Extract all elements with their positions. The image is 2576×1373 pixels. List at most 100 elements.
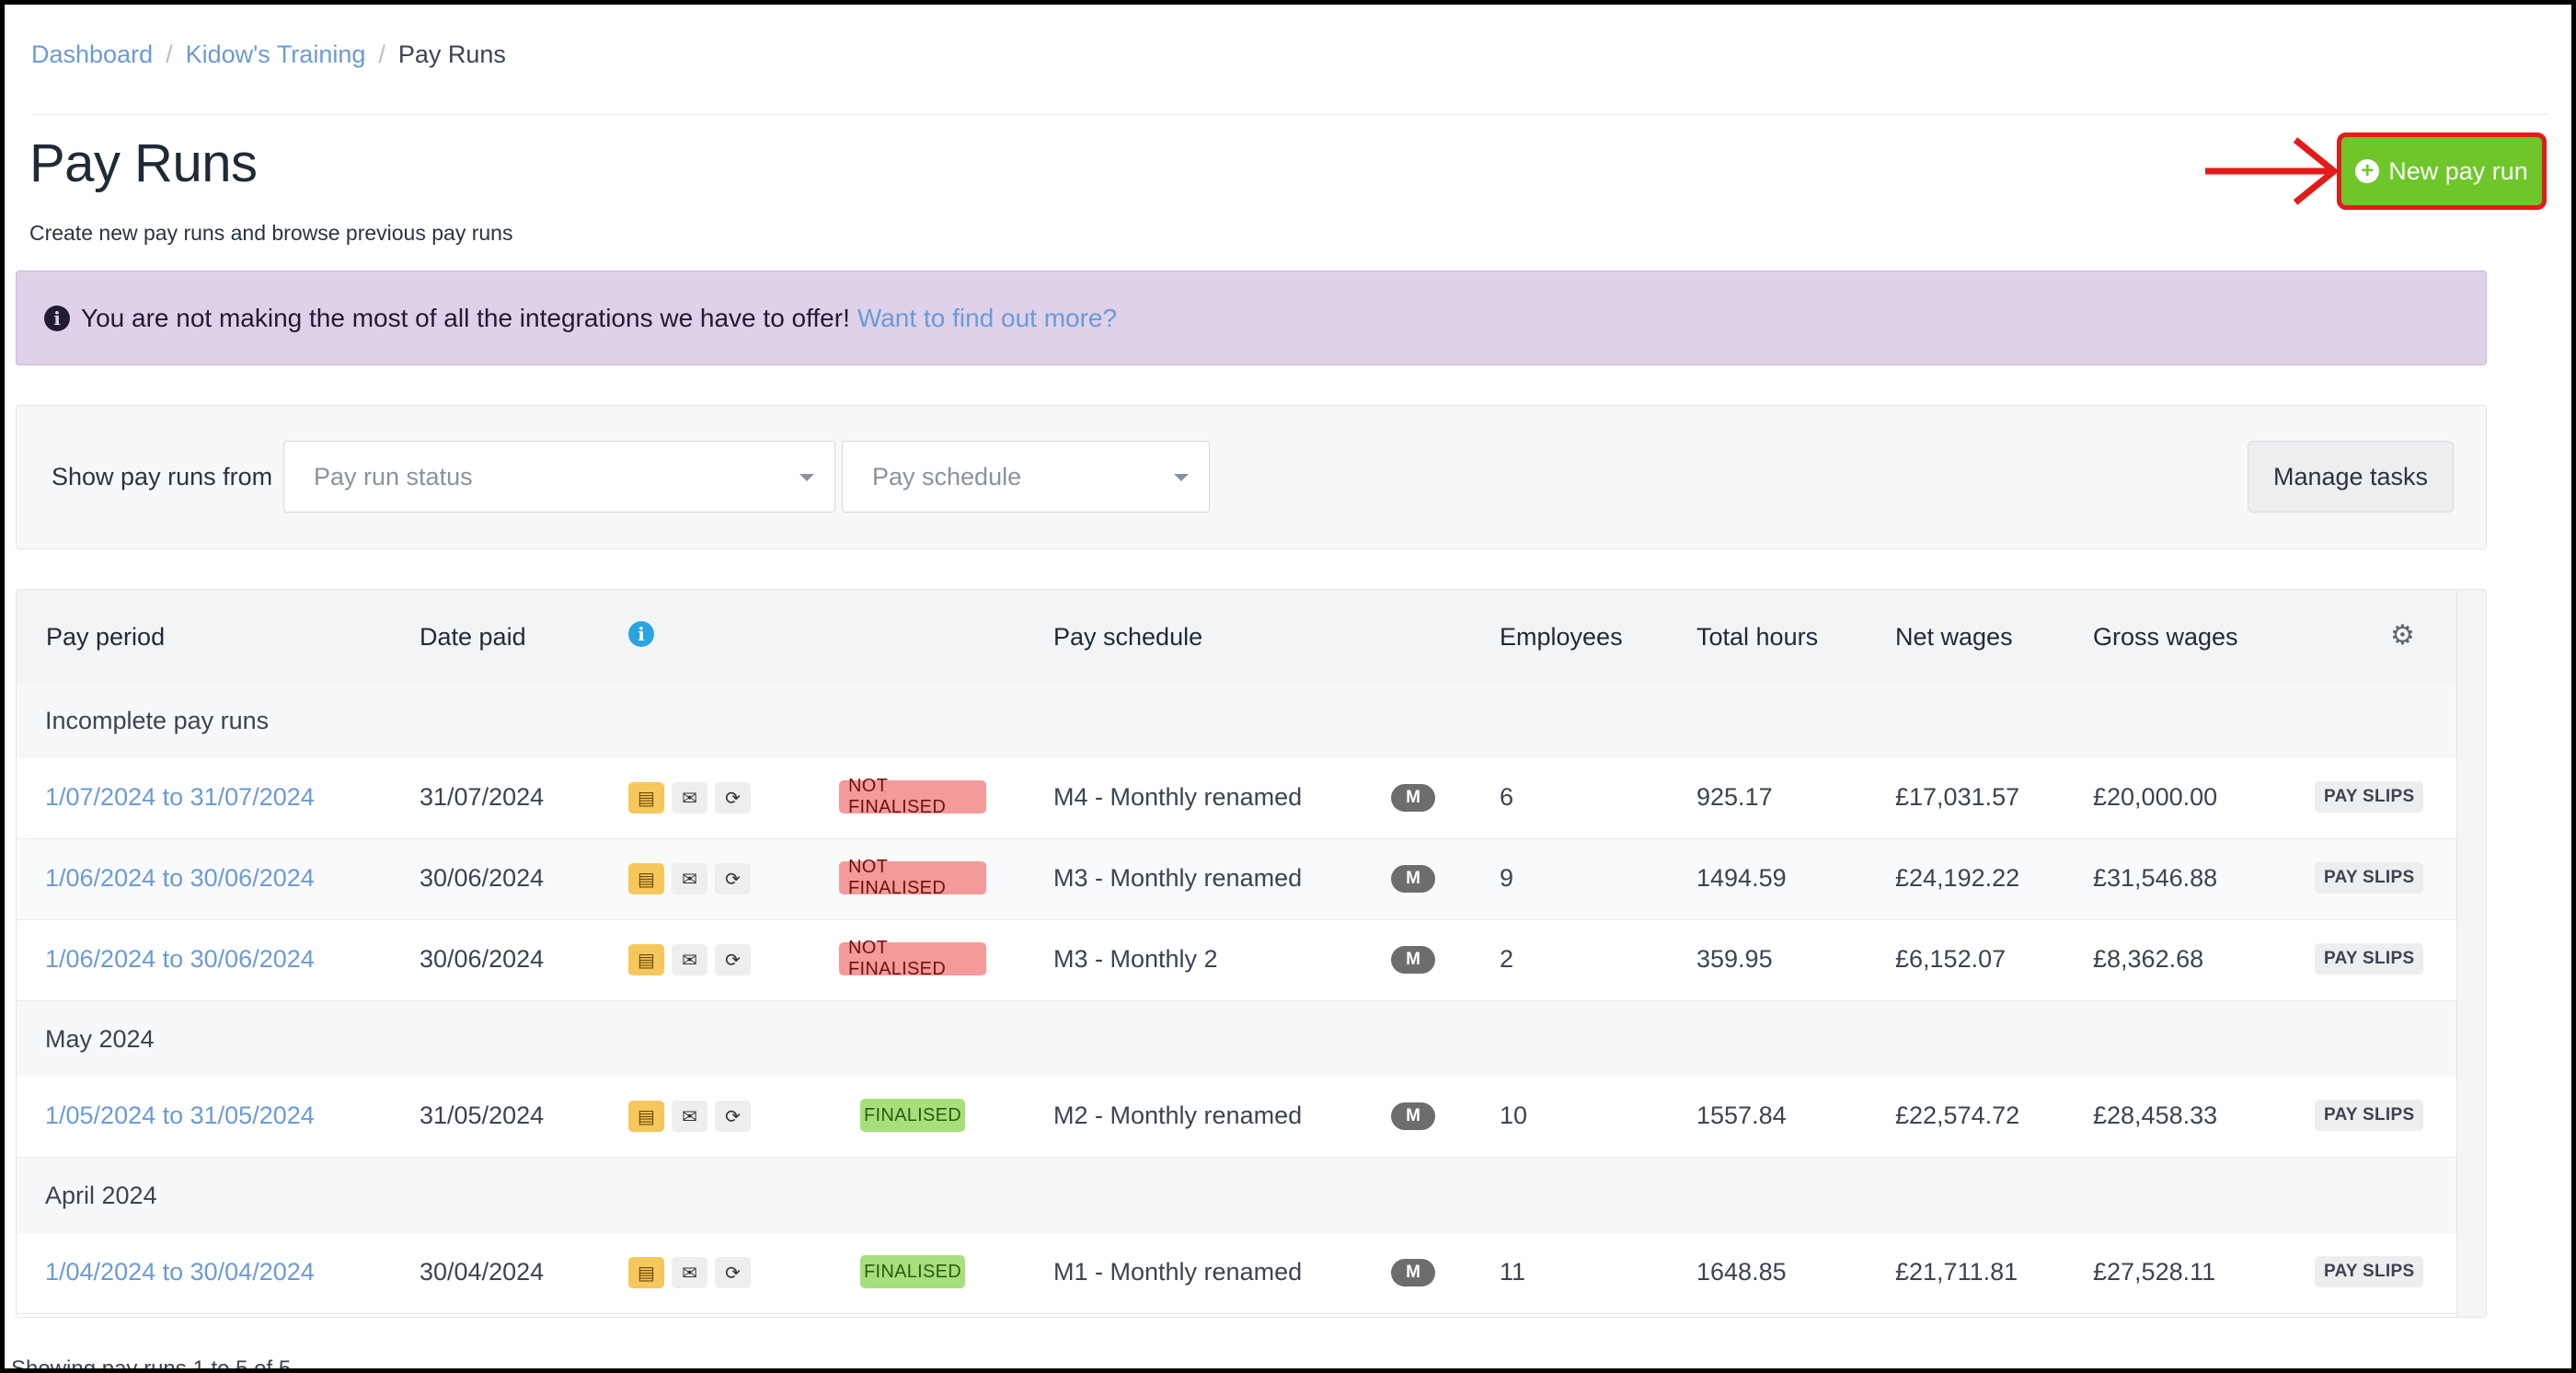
plus-circle-icon: + bbox=[2355, 159, 2380, 183]
breadcrumb-separator: / bbox=[166, 40, 173, 68]
pay-runs-table: Pay period Date paid i Pay schedule Empl… bbox=[16, 589, 2487, 1318]
header-date-paid[interactable]: Date paid bbox=[420, 623, 526, 651]
frequency-badge: M bbox=[1391, 865, 1435, 893]
row-actions: ▤ ✉ ⟳ bbox=[628, 782, 751, 813]
email-icon[interactable]: ✉ bbox=[672, 863, 707, 894]
date-paid: 31/07/2024 bbox=[420, 783, 545, 811]
table-row: 1/06/2024 to 30/06/2024 30/06/2024 ▤ ✉ ⟳… bbox=[17, 920, 2458, 1001]
header-gross-wages[interactable]: Gross wages bbox=[2093, 623, 2238, 651]
pay-slips-button[interactable]: PAY SLIPS bbox=[2315, 1256, 2424, 1287]
page-title: Pay Runs bbox=[29, 133, 258, 193]
sync-icon[interactable]: ⟳ bbox=[715, 782, 751, 813]
pay-period-link[interactable]: 1/04/2024 to 30/04/2024 bbox=[45, 1258, 315, 1286]
net-wages: £6,152.07 bbox=[1895, 945, 2007, 973]
total-hours: 359.95 bbox=[1696, 945, 1773, 973]
frequency-badge: M bbox=[1391, 946, 1435, 974]
pay-slips-button[interactable]: PAY SLIPS bbox=[2315, 781, 2424, 813]
total-hours: 1494.59 bbox=[1696, 864, 1787, 892]
breadcrumb-current: Pay Runs bbox=[397, 40, 506, 68]
header-pay-period[interactable]: Pay period bbox=[46, 623, 166, 651]
gross-wages: £28,458.33 bbox=[2093, 1102, 2218, 1129]
employees: 9 bbox=[1500, 864, 1514, 892]
date-paid: 31/05/2024 bbox=[420, 1102, 545, 1129]
filter-panel: Show pay runs from Pay run status Pay sc… bbox=[16, 405, 2487, 549]
payslip-icon[interactable]: ▤ bbox=[628, 863, 664, 894]
pay-schedule-select[interactable]: Pay schedule bbox=[842, 441, 1210, 513]
pay-slips-button[interactable]: PAY SLIPS bbox=[2315, 862, 2424, 894]
total-hours: 1648.85 bbox=[1696, 1258, 1787, 1286]
payslip-icon[interactable]: ▤ bbox=[628, 782, 664, 813]
pay-schedule: M4 - Monthly renamed bbox=[1053, 783, 1303, 811]
total-hours: 1557.84 bbox=[1696, 1102, 1787, 1129]
pay-period-link[interactable]: 1/05/2024 to 31/05/2024 bbox=[45, 1102, 315, 1129]
header-divider bbox=[31, 114, 2548, 115]
pay-run-status-placeholder: Pay run status bbox=[314, 462, 473, 490]
status-badge: FINALISED bbox=[860, 1099, 965, 1132]
net-wages: £17,031.57 bbox=[1895, 783, 2020, 811]
date-paid: 30/06/2024 bbox=[420, 864, 545, 892]
frequency-badge: M bbox=[1391, 784, 1435, 812]
header-employees[interactable]: Employees bbox=[1500, 623, 1623, 651]
group-header: May 2024 bbox=[17, 1001, 2458, 1077]
email-icon[interactable]: ✉ bbox=[672, 1257, 707, 1288]
status-badge: NOT FINALISED bbox=[839, 857, 986, 898]
net-wages: £24,192.22 bbox=[1895, 864, 2020, 892]
table-header: Pay period Date paid i Pay schedule Empl… bbox=[17, 590, 2458, 683]
arrow-icon bbox=[2205, 137, 2340, 205]
table-row: 1/05/2024 to 31/05/2024 31/05/2024 ▤ ✉ ⟳… bbox=[17, 1077, 2458, 1158]
pay-schedule: M3 - Monthly 2 bbox=[1053, 945, 1218, 973]
pay-schedule: M1 - Monthly renamed bbox=[1053, 1258, 1303, 1286]
new-pay-run-label: New pay run bbox=[2388, 156, 2528, 185]
manage-tasks-button[interactable]: Manage tasks bbox=[2248, 441, 2454, 513]
pay-period-link[interactable]: 1/07/2024 to 31/07/2024 bbox=[45, 783, 315, 811]
breadcrumb-separator: / bbox=[378, 40, 385, 68]
table-row: 1/06/2024 to 30/06/2024 30/06/2024 ▤ ✉ ⟳… bbox=[17, 839, 2458, 920]
row-actions: ▤ ✉ ⟳ bbox=[628, 1101, 751, 1132]
header-net-wages[interactable]: Net wages bbox=[1895, 623, 2013, 651]
table-scrollbar[interactable] bbox=[2456, 590, 2486, 1317]
pay-period-link[interactable]: 1/06/2024 to 30/06/2024 bbox=[45, 864, 315, 892]
pay-run-status-select[interactable]: Pay run status bbox=[283, 441, 835, 513]
frequency-badge: M bbox=[1391, 1259, 1435, 1286]
pay-period-link[interactable]: 1/06/2024 to 30/06/2024 bbox=[45, 945, 315, 973]
group-label: Incomplete pay runs bbox=[45, 707, 270, 734]
info-icon[interactable]: i bbox=[628, 621, 654, 647]
table-row: 1/07/2024 to 31/07/2024 31/07/2024 ▤ ✉ ⟳… bbox=[17, 758, 2458, 839]
pay-slips-button[interactable]: PAY SLIPS bbox=[2315, 943, 2424, 975]
sync-icon[interactable]: ⟳ bbox=[715, 1101, 751, 1132]
info-icon: i bbox=[44, 305, 70, 331]
email-icon[interactable]: ✉ bbox=[672, 782, 707, 813]
payslip-icon[interactable]: ▤ bbox=[628, 1101, 664, 1132]
group-label: April 2024 bbox=[45, 1182, 157, 1209]
sync-icon[interactable]: ⟳ bbox=[715, 1257, 751, 1288]
gear-icon[interactable]: ⚙ bbox=[2390, 620, 2415, 651]
sync-icon[interactable]: ⟳ bbox=[715, 863, 751, 894]
status-badge: NOT FINALISED bbox=[839, 776, 986, 817]
email-icon[interactable]: ✉ bbox=[672, 1101, 707, 1132]
integrations-alert: i You are not making the most of all the… bbox=[16, 271, 2487, 365]
header-total-hours[interactable]: Total hours bbox=[1696, 623, 1819, 651]
breadcrumb-kidows-training[interactable]: Kidow's Training bbox=[185, 40, 366, 68]
frequency-badge: M bbox=[1391, 1102, 1435, 1130]
group-header: April 2024 bbox=[17, 1158, 2458, 1233]
sync-icon[interactable]: ⟳ bbox=[715, 944, 751, 975]
breadcrumb-dashboard[interactable]: Dashboard bbox=[31, 40, 154, 68]
chevron-down-icon bbox=[1174, 474, 1189, 481]
group-header: Incomplete pay runs bbox=[17, 683, 2458, 758]
pay-slips-button[interactable]: PAY SLIPS bbox=[2315, 1100, 2424, 1131]
gross-wages: £31,546.88 bbox=[2093, 864, 2218, 892]
table-row: 1/04/2024 to 30/04/2024 30/04/2024 ▤ ✉ ⟳… bbox=[17, 1233, 2458, 1314]
pay-schedule: M2 - Monthly renamed bbox=[1053, 1102, 1303, 1129]
pay-schedule: M3 - Monthly renamed bbox=[1053, 864, 1303, 892]
email-icon[interactable]: ✉ bbox=[672, 944, 707, 975]
row-actions: ▤ ✉ ⟳ bbox=[628, 1257, 751, 1288]
filter-label: Show pay runs from bbox=[52, 463, 273, 490]
payslip-icon[interactable]: ▤ bbox=[628, 944, 664, 975]
payslip-icon[interactable]: ▤ bbox=[628, 1257, 664, 1288]
new-pay-run-button[interactable]: + New pay run bbox=[2337, 133, 2547, 210]
chevron-down-icon bbox=[799, 474, 814, 481]
group-label: May 2024 bbox=[45, 1025, 155, 1053]
status-badge: NOT FINALISED bbox=[839, 938, 986, 979]
header-pay-schedule[interactable]: Pay schedule bbox=[1053, 623, 1203, 651]
alert-find-out-more-link[interactable]: Want to find out more? bbox=[857, 303, 1118, 332]
